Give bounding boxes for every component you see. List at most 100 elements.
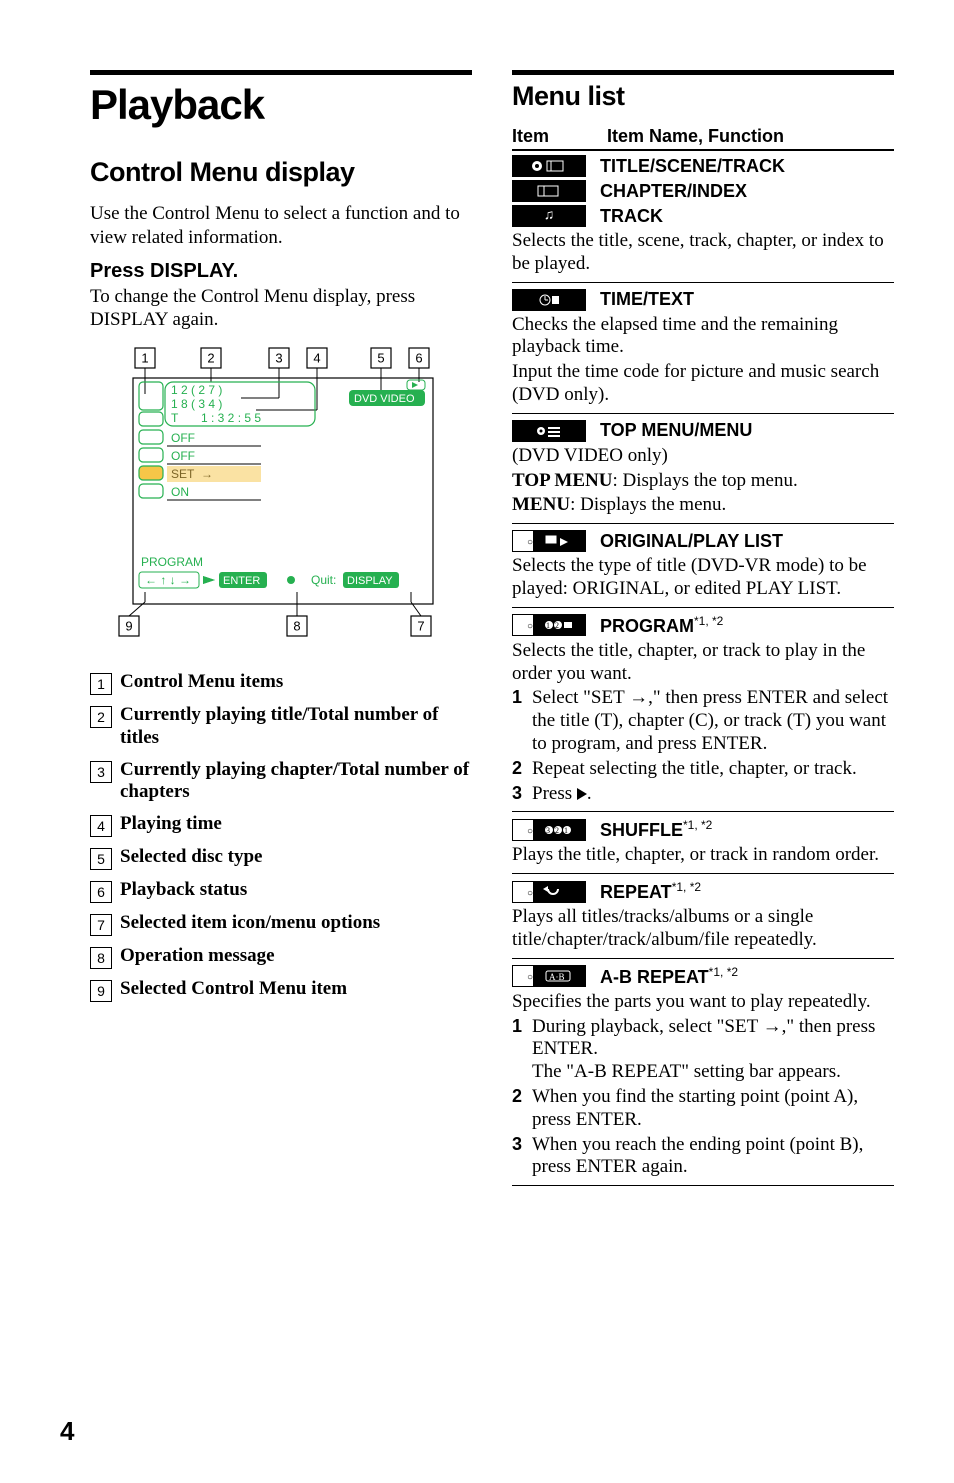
rule <box>512 523 894 524</box>
label-ab-repeat: A-B REPEAT*1, *2 <box>600 965 738 988</box>
header-item: Item <box>512 126 607 147</box>
svg-text:2: 2 <box>555 826 559 835</box>
menu-row-topmenu: TOP MENU/MENU <box>512 420 894 442</box>
defnum-4: 4 <box>90 815 112 837</box>
svg-text:ON: ON <box>171 485 189 499</box>
label-chapter-index: CHAPTER/INDEX <box>600 181 747 202</box>
desc-time2: Input the time code for picture and musi… <box>512 361 894 407</box>
svg-text:○: ○ <box>527 537 533 548</box>
desc-shuffle: Plays the title, chapter, or track in ra… <box>512 844 894 867</box>
svg-text:3: 3 <box>546 826 550 835</box>
header-rule <box>512 149 894 151</box>
desc-original: Selects the type of title (DVD-VR mode) … <box>512 555 894 601</box>
desc-topmenu-line2: MENU: Displays the menu. <box>512 494 894 517</box>
svg-text:PROGRAM: PROGRAM <box>141 555 203 569</box>
menu-row-ab: ○ A·B A-B REPEAT*1, *2 <box>512 965 894 988</box>
label-title-scene-track: TITLE/SCENE/TRACK <box>600 156 785 177</box>
svg-text:1: 1 <box>546 621 550 630</box>
section-title-right: Menu list <box>512 81 894 112</box>
label-track: TRACK <box>600 206 663 227</box>
program-icon: ○12 <box>512 614 586 636</box>
label-top-menu: TOP MENU/MENU <box>600 420 752 441</box>
svg-text:1 2 ( 2 7 ): 1 2 ( 2 7 ) <box>171 383 222 397</box>
label-repeat: REPEAT*1, *2 <box>600 880 701 903</box>
ab-steps: 1During playback, select "SET →," then p… <box>512 1016 894 1180</box>
page-title: Playback <box>90 81 472 129</box>
svg-text:← ↑ ↓ →: ← ↑ ↓ → <box>145 573 191 587</box>
deftext-6: Playback status <box>120 879 472 902</box>
svg-text:3: 3 <box>275 350 282 365</box>
desc-repeat: Plays all titles/tracks/albums or a sing… <box>512 906 894 952</box>
play-icon <box>577 788 587 800</box>
menu-row-title: TITLE/SCENE/TRACK <box>512 155 894 177</box>
rule <box>512 873 894 874</box>
menu-row-program: ○12 PROGRAM*1, *2 <box>512 614 894 637</box>
deftext-7: Selected item icon/menu options <box>120 912 472 935</box>
svg-text:7: 7 <box>417 618 424 633</box>
label-original: ORIGINAL/PLAY LIST <box>600 531 783 552</box>
svg-text:2: 2 <box>207 350 214 365</box>
desc-program: Selects the title, chapter, or track to … <box>512 640 894 686</box>
svg-text:T: T <box>171 411 179 425</box>
ab-step2: When you find the starting point (point … <box>532 1086 894 1132</box>
defnum-8: 8 <box>90 947 112 969</box>
defnum-1: 1 <box>90 673 112 695</box>
program-step2: Repeat selecting the title, chapter, or … <box>532 758 894 781</box>
menu-row-repeat: ○ REPEAT*1, *2 <box>512 880 894 903</box>
press-heading: Press DISPLAY. <box>90 260 472 283</box>
right-column: Menu list Item Item Name, Function TITLE… <box>512 70 894 1192</box>
svg-text:5: 5 <box>377 350 384 365</box>
defnum-3: 3 <box>90 761 112 783</box>
label-shuffle: SHUFFLE*1, *2 <box>600 818 712 841</box>
svg-text:○: ○ <box>527 826 533 837</box>
menu-header: Item Item Name, Function <box>512 126 894 147</box>
defnum-5: 5 <box>90 848 112 870</box>
original-playlist-icon: ○ <box>512 530 586 552</box>
header-name: Item Name, Function <box>607 126 894 147</box>
svg-text:ENTER: ENTER <box>223 575 260 587</box>
svg-text:6: 6 <box>415 350 422 365</box>
disc-chapter-icon <box>512 155 586 177</box>
program-step1: Select "SET →," then press ENTER and sel… <box>532 687 894 755</box>
page-columns: Playback Control Menu display Use the Co… <box>90 70 894 1192</box>
rule <box>512 607 894 608</box>
label-time-text: TIME/TEXT <box>600 289 694 310</box>
deftext-5: Selected disc type <box>120 846 472 869</box>
svg-text:○: ○ <box>527 972 533 983</box>
svg-text:8: 8 <box>293 618 300 633</box>
intro-text: Use the Control Menu to select a functio… <box>90 202 472 250</box>
shuffle-icon: ○321 <box>512 819 586 841</box>
desc-ab: Specifies the parts you want to play rep… <box>512 991 894 1014</box>
svg-text:9: 9 <box>125 618 132 633</box>
section-title-left: Control Menu display <box>90 157 472 188</box>
program-steps: 1Select "SET →," then press ENTER and se… <box>512 687 894 805</box>
ab-step3: When you reach the ending point (point B… <box>532 1134 894 1180</box>
ab-repeat-icon: ○ A·B <box>512 965 586 987</box>
rule <box>512 958 894 959</box>
svg-text:1 : 3 2 : 5 5: 1 : 3 2 : 5 5 <box>201 411 261 425</box>
svg-text:○: ○ <box>527 888 533 899</box>
deftext-9: Selected Control Menu item <box>120 978 472 1001</box>
rule <box>512 811 894 812</box>
rule <box>512 1185 894 1186</box>
svg-text:4: 4 <box>313 350 320 365</box>
chapter-icon <box>512 180 586 202</box>
definition-list: 1Control Menu items 2Currently playing t… <box>90 671 472 1002</box>
ab-step1: During playback, select "SET →," then pr… <box>532 1016 894 1084</box>
deftext-3: Currently playing chapter/Total number o… <box>120 759 472 805</box>
desc-dvd-only: (DVD VIDEO only) <box>512 445 894 468</box>
defnum-6: 6 <box>90 881 112 903</box>
svg-text:Quit:: Quit: <box>311 573 336 587</box>
svg-text:DISPLAY: DISPLAY <box>347 575 393 587</box>
rule <box>512 413 894 414</box>
svg-text:OFF: OFF <box>171 431 195 445</box>
press-body: To change the Control Menu display, pres… <box>90 285 472 333</box>
defnum-7: 7 <box>90 914 112 936</box>
menu-row-chapter: CHAPTER/INDEX <box>512 180 894 202</box>
svg-text:A·B: A·B <box>549 972 565 982</box>
desc-time1: Checks the elapsed time and the remainin… <box>512 314 894 360</box>
note-icon: ♫ <box>512 205 586 227</box>
desc-title: Selects the title, scene, track, chapter… <box>512 230 894 276</box>
svg-text:1 8 ( 3 4 ): 1 8 ( 3 4 ) <box>171 397 222 411</box>
deftext-4: Playing time <box>120 813 472 836</box>
